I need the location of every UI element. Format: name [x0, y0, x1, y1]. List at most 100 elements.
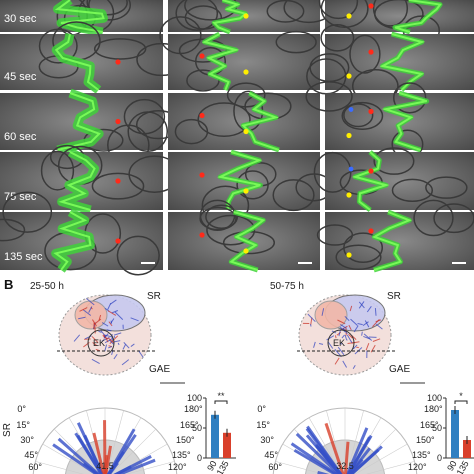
green-signal: [201, 33, 240, 91]
time-label: 25-50 h: [30, 281, 64, 292]
micrograph: [316, 199, 474, 273]
trajectory: [109, 299, 117, 305]
marker-red: [199, 53, 205, 59]
green-signal: [54, 33, 100, 91]
polar-grid: [42, 443, 96, 474]
micrograph: [0, 144, 181, 215]
time-label: 135 sec: [4, 251, 43, 263]
trajectory: [346, 334, 353, 343]
trajectory: [375, 319, 382, 323]
bar: [451, 410, 459, 458]
green-signal: [229, 211, 266, 271]
polar-ray: [103, 455, 109, 474]
angle-label: 0°: [257, 404, 266, 414]
trajectory: [321, 308, 325, 316]
cell-outline: [86, 0, 128, 16]
polar-grid: [126, 461, 175, 474]
plot: 50-75 h EK SR GAE 0° 15° 30° 45° 60° 180° 165° 150°…: [256, 281, 474, 474]
micrograph: [168, 199, 320, 273]
green-signal: [379, 33, 425, 91]
trajectory: [357, 322, 363, 326]
trajectory: [318, 342, 324, 345]
marker-yellow: [243, 128, 249, 135]
cell-shape: [74, 300, 108, 330]
marker-red: [368, 228, 374, 234]
trajectory: [363, 335, 371, 340]
trajectory: [338, 329, 341, 337]
trajectory: [342, 360, 348, 368]
polar-grid: [366, 461, 415, 474]
trajectory: [349, 305, 353, 312]
micrograph: [168, 149, 333, 226]
trajectory: [310, 317, 313, 325]
marker-yellow: [243, 248, 249, 254]
green-signal: [351, 151, 390, 211]
trajectory: [78, 316, 86, 320]
cell-outline: [174, 118, 209, 145]
cell-outline: [316, 224, 354, 246]
angle-label: 60°: [28, 462, 42, 472]
trajectory: [92, 342, 97, 346]
angle-label: 165°: [420, 420, 439, 430]
polar-ray: [347, 447, 371, 474]
cell-outline: [341, 101, 384, 130]
cell-outline: [305, 81, 353, 112]
green-signal: [212, 0, 248, 33]
cell-outline: [199, 206, 237, 231]
trajectory: [313, 341, 316, 348]
significance: **: [217, 391, 225, 401]
trajectory: [344, 334, 347, 340]
marker-red: [115, 118, 121, 125]
trajectory: [348, 333, 353, 339]
cell-outline: [320, 24, 355, 52]
cell-outline: [349, 34, 381, 74]
angle-label: 120°: [168, 462, 187, 472]
trajectory: [114, 311, 124, 320]
y-tick-label: 0: [197, 453, 202, 463]
polar-ray: [107, 433, 137, 474]
trajectory: [352, 364, 356, 370]
polar-ray: [74, 432, 104, 474]
cell-outline: [373, 147, 415, 175]
marker-red: [115, 59, 121, 65]
marker-yellow: [243, 188, 249, 194]
cell-outline: [318, 0, 359, 20]
trajectory: [350, 318, 358, 326]
green-signal: [53, 211, 92, 271]
trajectory: [340, 342, 343, 345]
trajectory: [106, 329, 112, 332]
micrograph: [168, 82, 320, 153]
marker-yellow: [346, 252, 352, 258]
cell-outline: [275, 30, 317, 54]
trajectory: [93, 318, 102, 325]
trajectory: [73, 334, 81, 342]
polar-ray: [346, 436, 371, 474]
marker-red: [368, 3, 374, 9]
micrograph: [0, 191, 163, 276]
y-tick-label: 0: [437, 453, 442, 463]
trajectory: [123, 342, 130, 349]
marker-blue: [348, 166, 354, 172]
polar-grid: [354, 443, 408, 474]
trajectory: [111, 310, 119, 314]
plot: 25-50 h EK SR GAE 0° 15° 30° 45° 60° 180° 165° 150°…: [16, 281, 236, 474]
label-ek: EK: [333, 338, 345, 348]
marker-red: [199, 112, 205, 119]
ek-circle: [87, 329, 115, 357]
green-signal: [372, 211, 412, 271]
trajectory: [110, 320, 113, 324]
micrograph: [305, 81, 474, 160]
trajectory: [107, 346, 113, 349]
cell-outline: [272, 179, 315, 212]
significance-bracket: [454, 400, 468, 404]
green-signal: [381, 92, 427, 151]
trajectory: [98, 330, 102, 333]
micrograph: [159, 16, 320, 92]
cell-shape: [314, 300, 348, 330]
polar-ray: [116, 458, 156, 474]
time-label: 30 sec: [4, 13, 37, 25]
trajectory: [348, 324, 352, 331]
polar-ray: [113, 465, 132, 474]
angle-label: 120°: [408, 462, 427, 472]
